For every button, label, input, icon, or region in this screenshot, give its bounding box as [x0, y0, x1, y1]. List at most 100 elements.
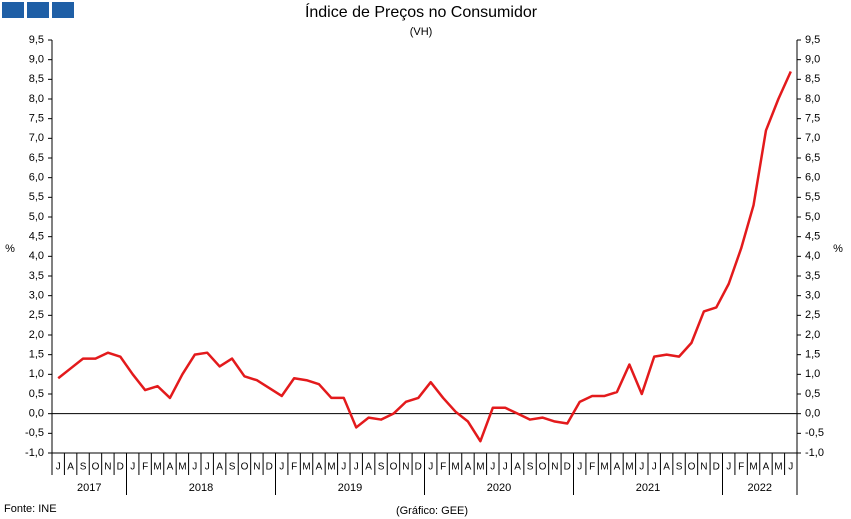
y2-tick-label: 0,5 [805, 388, 820, 400]
y-tick-label: 7,0 [29, 132, 44, 144]
logo-block [52, 2, 74, 18]
x-tick-label: J [788, 462, 793, 473]
y-tick-label: 6,5 [29, 152, 44, 164]
y2-tick-label: 6,5 [805, 152, 820, 164]
y2-tick-label: 9,5 [805, 34, 820, 46]
y-tick-label: 1,5 [29, 349, 44, 361]
y-tick-label: 8,0 [29, 93, 44, 105]
y-tick-label: -1,0 [25, 447, 44, 459]
x-tick-label: N [551, 462, 558, 473]
year-label: 2021 [636, 482, 660, 494]
x-tick-label: S [80, 462, 87, 473]
x-tick-label: D [713, 462, 720, 473]
x-tick-label: J [639, 462, 644, 473]
x-tick-label: S [676, 462, 683, 473]
x-tick-label: O [92, 462, 100, 473]
y2-tick-label: 4,0 [805, 250, 820, 262]
y2-tick-label: 1,5 [805, 349, 820, 361]
x-tick-label: J [577, 462, 582, 473]
x-tick-label: M [178, 462, 186, 473]
y-tick-label: 6,0 [29, 172, 44, 184]
x-tick-label: J [354, 462, 359, 473]
x-tick-label: M [749, 462, 757, 473]
year-label: 2020 [487, 482, 511, 494]
x-tick-label: J [130, 462, 135, 473]
chart-title: Índice de Preços no Consumidor [305, 2, 538, 21]
x-tick-label: M [625, 462, 633, 473]
x-tick-label: F [291, 462, 297, 473]
y2-axis-label: % [833, 243, 843, 255]
x-tick-label: A [167, 462, 174, 473]
y2-tick-label: 5,0 [805, 211, 820, 223]
y-tick-label: 4,5 [29, 231, 44, 243]
x-tick-label: J [652, 462, 657, 473]
x-tick-label: O [688, 462, 696, 473]
x-tick-label: M [327, 462, 335, 473]
x-tick-label: J [726, 462, 731, 473]
x-tick-label: J [56, 462, 61, 473]
y2-tick-label: 4,5 [805, 231, 820, 243]
y-tick-label: 2,5 [29, 309, 44, 321]
x-tick-label: M [451, 462, 459, 473]
x-tick-label: A [514, 462, 521, 473]
y2-tick-label: 3,5 [805, 270, 820, 282]
year-label: 2022 [748, 482, 772, 494]
y-axis-label: % [5, 243, 15, 255]
x-tick-label: F [142, 462, 148, 473]
y2-tick-label: 0,0 [805, 408, 820, 420]
x-tick-label: D [564, 462, 571, 473]
x-tick-label: A [216, 462, 223, 473]
x-tick-label: J [205, 462, 210, 473]
y2-tick-label: 2,5 [805, 309, 820, 321]
x-tick-label: N [700, 462, 707, 473]
y2-tick-label: 3,0 [805, 290, 820, 302]
y2-tick-label: 2,0 [805, 329, 820, 341]
chart-subtitle: (VH) [410, 26, 433, 38]
x-tick-label: F [589, 462, 595, 473]
x-tick-label: O [241, 462, 249, 473]
x-tick-label: J [279, 462, 284, 473]
x-tick-label: A [614, 462, 621, 473]
x-tick-label: N [253, 462, 260, 473]
x-tick-label: M [600, 462, 608, 473]
source: Fonte: INE [4, 503, 57, 515]
y-tick-label: 7,5 [29, 113, 44, 125]
y-tick-label: 5,0 [29, 211, 44, 223]
x-tick-label: S [229, 462, 236, 473]
y-tick-label: 5,5 [29, 191, 44, 203]
x-tick-label: S [378, 462, 385, 473]
y-tick-label: 9,0 [29, 54, 44, 66]
x-tick-label: O [390, 462, 398, 473]
year-label: 2017 [77, 482, 101, 494]
y2-tick-label: 6,0 [805, 172, 820, 184]
y-tick-label: 0,5 [29, 388, 44, 400]
y2-tick-label: 9,0 [805, 54, 820, 66]
x-tick-label: A [365, 462, 372, 473]
y-tick-label: 9,5 [29, 34, 44, 46]
y2-tick-label: -1,0 [805, 447, 824, 459]
y2-tick-label: 8,0 [805, 93, 820, 105]
x-tick-label: A [763, 462, 770, 473]
y2-tick-label: -0,5 [805, 427, 824, 439]
x-tick-label: J [341, 462, 346, 473]
y-tick-label: 3,0 [29, 290, 44, 302]
x-tick-label: M [302, 462, 310, 473]
x-tick-label: D [266, 462, 273, 473]
x-tick-label: D [117, 462, 124, 473]
year-label: 2018 [189, 482, 213, 494]
y2-tick-label: 1,0 [805, 368, 820, 380]
year-label: 2019 [338, 482, 362, 494]
x-tick-label: N [402, 462, 409, 473]
x-tick-label: M [476, 462, 484, 473]
y-tick-label: 2,0 [29, 329, 44, 341]
x-tick-label: M [153, 462, 161, 473]
y2-tick-label: 5,5 [805, 191, 820, 203]
y-tick-label: -0,5 [25, 427, 44, 439]
x-tick-label: J [192, 462, 197, 473]
x-tick-label: M [774, 462, 782, 473]
x-tick-label: F [738, 462, 744, 473]
x-tick-label: D [415, 462, 422, 473]
x-tick-label: A [316, 462, 323, 473]
y2-tick-label: 7,0 [805, 132, 820, 144]
